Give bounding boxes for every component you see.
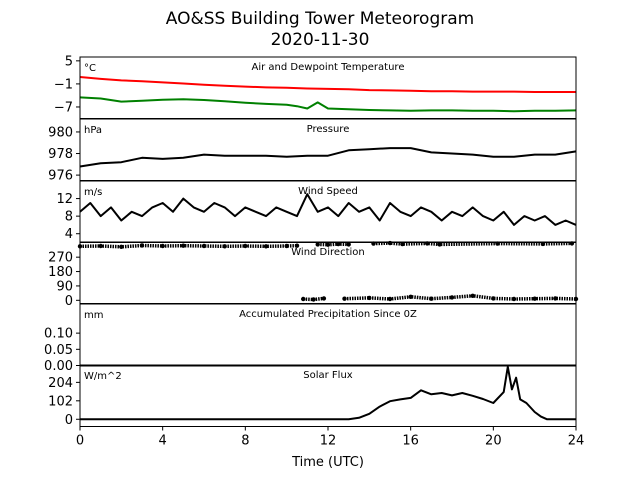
x-axis-label: Time (UTC) (291, 455, 364, 470)
y-tick-label: 0.00 (44, 359, 73, 374)
panel-5: 204 102 0 W/m^2 Solar Flux (48, 364, 577, 428)
series-line-0 (79, 147, 577, 168)
x-tick-label: 24 (568, 434, 585, 449)
panel-0: 5 −1 −7 °C Air and Dewpoint Temperature (54, 54, 577, 119)
panel-title: Accumulated Precipitation Since 0Z (239, 309, 417, 320)
figure-title: AO&SS Building Tower Meteorogram (166, 9, 474, 29)
y-tick-label: 12 (56, 192, 73, 207)
y-tick-label: 0.10 (44, 327, 73, 342)
y-tick-label: 102 (48, 394, 73, 409)
panel-title: Wind Direction (291, 247, 365, 258)
panel-title: Solar Flux (303, 370, 353, 381)
y-tick-label: 270 (48, 251, 73, 266)
series-line-0 (79, 193, 577, 226)
x-tick-label: 12 (320, 434, 337, 449)
y-tick-label: −7 (54, 100, 73, 115)
y-tick-label: 4 (65, 227, 73, 242)
panel-unit: hPa (84, 125, 102, 136)
panel-title: Pressure (307, 124, 350, 135)
y-tick-label: 8 (65, 210, 73, 225)
panel-2: 12 8 4 m/s Wind Speed (56, 180, 577, 243)
panels-group: 5 −1 −7 °C Air and Dewpoint Temperature 980 97… (44, 54, 579, 428)
series-segment (373, 241, 572, 247)
series-segment (317, 242, 349, 247)
panel-4: 0.100.050.00 mm Accumulated Precipitation … (44, 303, 577, 374)
x-tick-label: 16 (402, 434, 419, 449)
series-segment (79, 243, 298, 249)
y-tick-label: 0 (65, 413, 73, 428)
series-segment (303, 296, 325, 302)
y-tick-label: 5 (65, 54, 73, 69)
series-line-0 (79, 76, 576, 93)
y-tick-label: 980 (48, 125, 73, 140)
panel-unit: °C (84, 63, 96, 74)
y-tick-label: 204 (48, 376, 73, 391)
y-tick-label: 90 (56, 279, 73, 294)
panel-title: Wind Speed (298, 186, 358, 197)
y-tick-label: 180 (48, 265, 73, 280)
figure-subtitle: 2020-11-30 (271, 30, 370, 50)
x-tick-label: 4 (159, 434, 167, 449)
x-tick-label: 0 (76, 434, 84, 449)
panel-unit: W/m^2 (84, 371, 122, 382)
panel-unit: mm (84, 310, 103, 321)
x-tick-label: 8 (241, 434, 249, 449)
x-axis: 0 4 8 12 16 20 24 (76, 426, 585, 449)
y-tick-label: 978 (48, 147, 73, 162)
y-tick-label: 0.05 (44, 343, 73, 358)
series-line-1 (79, 96, 577, 113)
series-segment (344, 294, 577, 301)
y-tick-label: 976 (48, 169, 73, 184)
panel-unit: m/s (84, 187, 102, 198)
series-line-0 (80, 365, 576, 421)
x-tick-label: 20 (485, 434, 502, 449)
panel-1: 980 978 976 hPa Pressure (48, 118, 577, 184)
panel-title: Air and Dewpoint Temperature (252, 62, 405, 73)
y-tick-label: −1 (54, 77, 73, 92)
y-tick-label: 0 (65, 294, 73, 309)
